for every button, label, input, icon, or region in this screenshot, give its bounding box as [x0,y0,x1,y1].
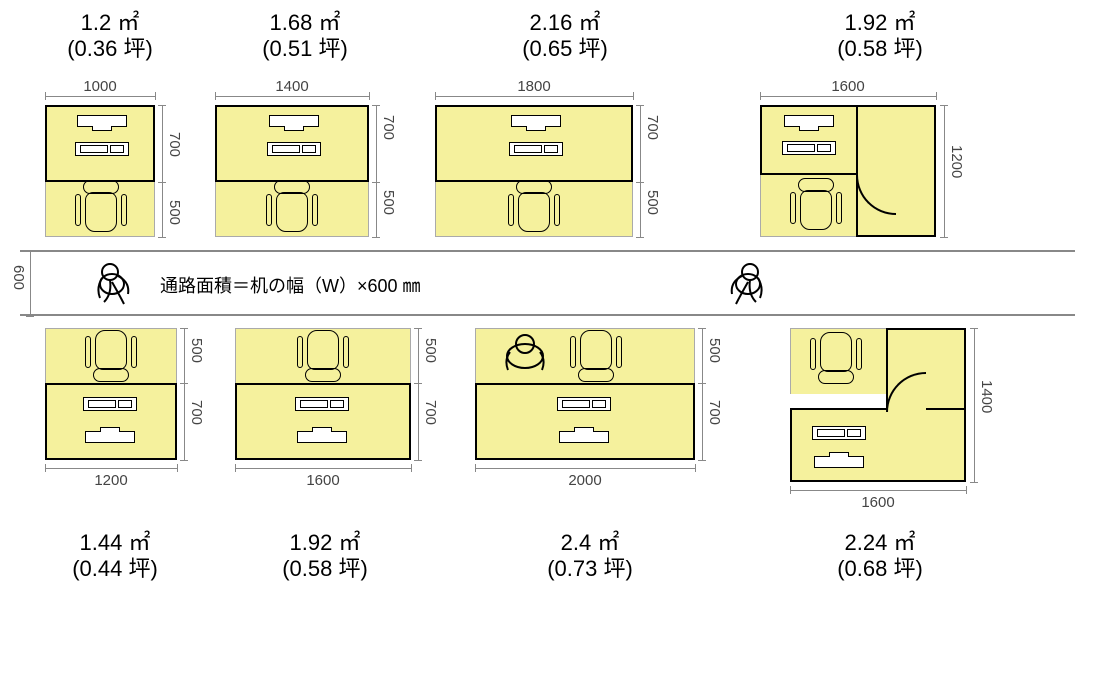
area-tsubo: (0.58 坪) [245,556,405,582]
dim-width: 1400 [215,78,369,95]
chair-icon [75,180,127,236]
monitor-icon [511,115,561,127]
aisle-formula-label: 通路面積＝机の幅（W）×600 ㎜ [160,272,421,298]
area-tsubo: (0.65 坪) [475,36,655,62]
area-tsubo: (0.51 坪) [225,36,385,62]
area-m2: 1.44 ㎡ [40,530,190,556]
desk-bottom-3 [475,383,695,460]
monitor-icon [269,115,319,127]
area-m2: 1.68 ㎡ [225,10,385,36]
keyboard-icon [83,397,137,411]
dim-width: 1000 [45,78,155,95]
dim-depth: 700 [166,115,183,175]
dim-width: 1600 [235,472,411,489]
area-label-bottom-1: 1.44 ㎡ (0.44 坪) [40,530,190,583]
dim-depth: 700 [706,400,723,425]
desk-bottom-1 [45,383,177,460]
area-label-top-1: 1.2 ㎡ (0.36 坪) [40,10,180,63]
area-label-top-4: 1.92 ㎡ (0.58 坪) [790,10,970,63]
keyboard-icon [75,142,129,156]
keyboard-icon [267,142,321,156]
dim-depth: 700 [644,115,661,140]
area-label-bottom-2: 1.92 ㎡ (0.58 坪) [245,530,405,583]
dim-width: 1800 [435,78,633,95]
desk-top-1 [45,105,155,182]
dim-chair: 500 [188,338,205,363]
area-m2: 2.24 ㎡ [790,530,970,556]
dim-depth: 700 [422,400,439,425]
keyboard-icon [812,426,866,440]
dim-width: 1600 [760,78,936,95]
area-m2: 1.92 ㎡ [245,530,405,556]
monitor-icon [784,115,834,127]
dim-width: 2000 [475,472,695,489]
dim-chair: 500 [706,338,723,363]
chair-icon [790,178,842,234]
person-walking-icon [720,258,770,308]
area-m2: 1.92 ㎡ [790,10,970,36]
keyboard-icon [509,142,563,156]
area-m2: 1.2 ㎡ [40,10,180,36]
dim-depth: 1200 [948,145,965,178]
dim-width: 1200 [45,472,177,489]
keyboard-icon [295,397,349,411]
area-label-bottom-4: 2.24 ㎡ (0.68 坪) [790,530,970,583]
dim-width: 1600 [790,494,966,511]
area-tsubo: (0.44 坪) [40,556,190,582]
dim-chair: 500 [422,338,439,363]
chair-icon [266,180,318,236]
diagram-stage: 1.2 ㎡ (0.36 坪) 1.68 ㎡ (0.51 坪) 2.16 ㎡ (0… [0,0,1095,678]
monitor-icon [85,431,135,443]
dim-depth: 700 [380,115,397,140]
desk-top-2 [215,105,369,182]
dim-line [45,96,155,97]
chair-icon [810,328,862,384]
area-tsubo: (0.36 坪) [40,36,180,62]
desk-bottom-2 [235,383,411,460]
dim-depth: 700 [188,400,205,425]
dim-chair: 500 [644,190,661,215]
aisle-height-dim: 600 [10,265,27,290]
chair-icon [297,326,349,382]
area-m2: 2.16 ㎡ [475,10,655,36]
person-standing-icon [500,326,550,378]
keyboard-icon [782,141,836,155]
area-label-top-2: 1.68 ㎡ (0.51 坪) [225,10,385,63]
dim-chair: 500 [166,190,183,235]
monitor-icon [77,115,127,127]
dim-depth: 1400 [978,380,995,413]
area-tsubo: (0.58 坪) [790,36,970,62]
area-m2: 2.4 ㎡ [500,530,680,556]
person-walking-icon [90,258,140,308]
area-tsubo: (0.73 坪) [500,556,680,582]
chair-icon [508,180,560,236]
desk-top-3 [435,105,633,182]
area-label-bottom-3: 2.4 ㎡ (0.73 坪) [500,530,680,583]
monitor-icon [297,431,347,443]
desk-top-4-lshape [760,105,936,237]
dim-chair: 500 [380,190,397,215]
monitor-icon [814,456,864,468]
monitor-icon [559,431,609,443]
area-tsubo: (0.68 坪) [790,556,970,582]
area-label-top-3: 2.16 ㎡ (0.65 坪) [475,10,655,63]
chair-icon [85,326,137,382]
chair-icon [570,326,622,382]
keyboard-icon [557,397,611,411]
